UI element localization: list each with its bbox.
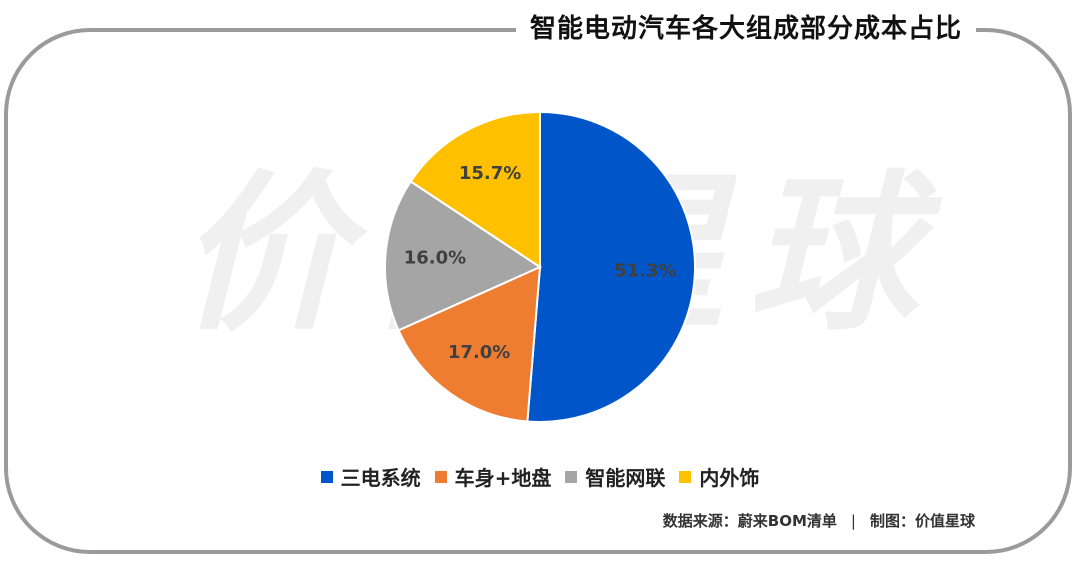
legend-label: 三电系统: [340, 466, 421, 490]
legend-label: 内外饰: [699, 466, 760, 490]
pie-slice: [409, 110, 541, 269]
pie-slice: [526, 110, 696, 423]
legend-label: 智能网联: [585, 466, 666, 490]
legend-swatch: [565, 470, 578, 483]
legend: 三电系统 车身+地盘 智能网联 内外饰: [0, 462, 1080, 491]
footer-separator: |: [850, 512, 856, 530]
data-label: 16.0%: [404, 247, 466, 268]
legend-item: 车身+地盘: [434, 462, 552, 491]
chart-title: 智能电动汽车各大组成部分成本占比: [530, 13, 963, 44]
legend-swatch: [434, 470, 447, 483]
footer: 数据来源：蔚来BOM清单 | 制图：价值星球: [663, 510, 975, 531]
source-note: 数据来源：蔚来BOM清单: [662, 512, 837, 530]
legend-item: 三电系统: [320, 462, 421, 491]
pie-slice: [384, 180, 543, 332]
legend-swatch: [320, 470, 333, 483]
data-label: 15.7%: [459, 163, 521, 184]
data-label: 51.3%: [614, 260, 676, 281]
legend-item: 内外饰: [679, 462, 759, 491]
pie-slice: [397, 265, 542, 423]
legend-label: 车身+地盘: [454, 466, 552, 490]
title-container: 智能电动汽车各大组成部分成本占比: [516, 6, 977, 46]
legend-swatch: [679, 470, 692, 483]
data-label: 17.0%: [448, 342, 510, 363]
legend-item: 智能网联: [565, 462, 665, 491]
credit-note: 制图：价值星球: [869, 512, 975, 530]
